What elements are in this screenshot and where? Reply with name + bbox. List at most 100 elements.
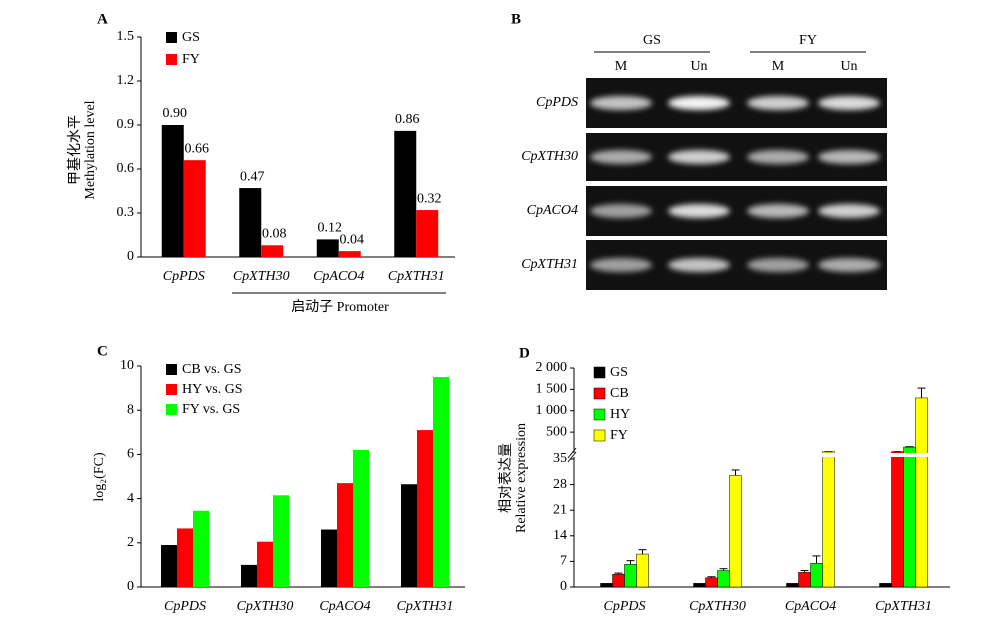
bar [273,495,289,587]
value-label: 0.47 [240,169,265,184]
bar [891,451,904,588]
gel-band [818,96,880,110]
legend-swatch [593,366,606,379]
panel-label: B [511,11,521,27]
y-tick-label: 0 [127,579,134,594]
group-label: FY [799,33,817,48]
y-tick-label: 1.2 [117,73,135,88]
bar [810,562,823,588]
value-label: 0.86 [395,112,420,127]
gel-band [668,96,730,110]
bar [786,583,799,588]
value-label: 0.12 [318,221,343,236]
legend-label: HY vs. GS [182,382,243,397]
panel-label: C [97,343,108,359]
gel-band [668,150,730,164]
x-tick-label: CpPDS [163,269,205,284]
y-axis-label: Methylation level [83,100,98,199]
y-axis-label: log₂(FC) [92,452,107,502]
bar [353,449,369,587]
y-tick-label: 2 [127,535,134,550]
bar [401,484,417,587]
legend-swatch [166,54,177,65]
bar [239,188,262,257]
y-tick-label: 2 000 [536,360,568,375]
y-axis-label: 相对表达量 [498,443,514,513]
bar [316,239,339,257]
legend-swatch [166,404,177,415]
gel-band [590,258,652,272]
y-tick-label: 10 [120,358,134,373]
bar [600,583,613,588]
break-mark [567,447,577,459]
x-tick-label: CpPDS [604,599,646,614]
value-label: 0.32 [417,191,442,206]
legend-swatch [166,32,177,43]
x-tick-label: CpACO4 [319,599,370,614]
bar [161,545,177,587]
break-mark [567,451,577,463]
bar [338,251,361,257]
gel-band [747,96,809,110]
bar [261,245,284,257]
bar [394,130,417,257]
bar [822,451,835,588]
bar [729,475,742,588]
value-label: 0.08 [262,226,287,241]
row-label: CpXTH30 [521,149,578,164]
gel-band [818,204,880,218]
y-tick-label: 0.9 [117,117,135,132]
x-tick-label: CpXTH30 [689,599,746,614]
bar [717,570,730,588]
legend-label: FY [610,428,628,443]
y-tick-label: 1 500 [536,382,568,397]
x-tick-label: CpPDS [164,599,206,614]
y-tick-label: 0.3 [117,205,135,220]
bar [416,210,439,257]
y-axis-label: 甲基化水平 [66,115,83,185]
gel-band [747,150,809,164]
y-tick-label: 0 [127,249,134,264]
legend-swatch [593,408,606,421]
legend-label: FY vs. GS [182,402,240,417]
bar [183,160,206,257]
legend-label: FY [182,52,200,67]
value-label: 0.04 [340,232,365,247]
bar [321,529,337,587]
value-label: 0.66 [185,141,210,156]
legend-swatch [166,364,177,375]
y-tick-label: 500 [546,424,567,439]
y-tick-label: 4 [127,491,134,506]
y-tick-label: 1.5 [117,29,135,44]
gel-band [590,150,652,164]
legend-label: GS [610,365,628,380]
legend-swatch [593,387,606,400]
y-tick-label: 0.6 [117,161,135,176]
legend-swatch [166,384,177,395]
bar [257,541,273,587]
bar [177,528,193,587]
bar [903,446,916,588]
y-tick-label: 21 [553,502,567,517]
y-tick-label: 35 [553,451,567,466]
bar [612,573,625,588]
annotation: 启动子 Promoter [291,299,389,315]
group-label: GS [643,33,661,48]
gel-band [668,258,730,272]
x-tick-label: CpXTH30 [233,269,290,284]
axis-break [566,453,952,457]
x-tick-label: CpXTH31 [875,599,932,614]
bar [915,397,928,588]
legend-swatch [593,429,606,442]
panel-label: A [97,11,108,27]
y-tick-label: 14 [553,528,567,543]
legend-label: CB vs. GS [182,362,242,377]
gel-band [818,258,880,272]
bar [161,125,184,257]
lane-label: Un [840,59,857,74]
lane-label: M [772,59,785,74]
lane-label: Un [690,59,707,74]
x-tick-label: CpACO4 [785,599,836,614]
y-tick-label: 28 [553,477,567,492]
